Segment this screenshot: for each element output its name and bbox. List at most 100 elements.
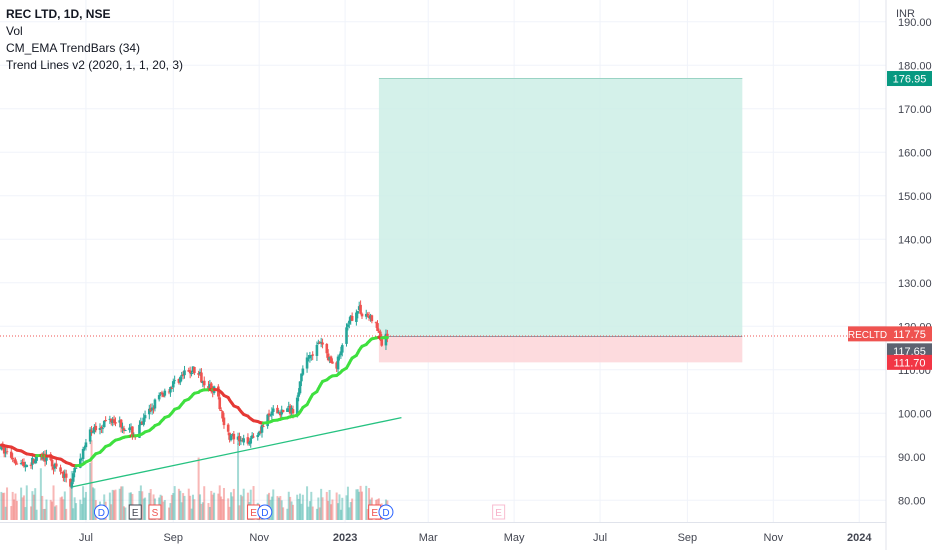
trend-line-segment [70,418,401,488]
volume-bar [144,498,146,520]
price-tick-label: 80.00 [898,495,926,507]
candle-body [94,426,97,430]
candle-body [386,334,389,336]
volume-bar [272,489,274,520]
candle-body [233,434,236,439]
candle-body [218,397,221,409]
trend-line [70,418,401,488]
event-marker-label: E [132,508,139,519]
candle-body [359,305,362,314]
candle-body [242,438,245,442]
loss-zone [379,336,742,362]
event-marker-label: E [371,508,378,519]
volume-bar [322,497,324,520]
time-tick-label: Sep [163,532,183,544]
candle-body [124,430,127,431]
chart-title[interactable]: REC LTD, 1D, NSE [6,6,183,23]
price-tick-label: 170.00 [898,104,932,116]
volume-bar [36,510,38,520]
candle-body [302,369,305,375]
time-tick-label: Jul [593,532,607,544]
candle-body [104,420,107,421]
last-price-label: 117.75 [893,329,926,341]
price-tick-label: 160.00 [898,147,932,159]
volume-bar [282,507,284,520]
volume-bar [26,485,28,520]
time-tick-label: 2023 [333,532,357,544]
volume-bar [174,486,176,520]
candle-body [65,474,68,478]
event-marker-label: D [98,508,105,519]
volume-bar [292,505,294,520]
volume-bar [45,500,47,520]
volume-bar [55,505,57,520]
candle-body [223,418,226,426]
time-tick-label: Nov [764,532,784,544]
candle-body [341,345,344,352]
volume-bar [341,498,343,520]
candle-body [203,381,206,385]
candle-body [351,316,354,321]
price-tick-label: 150.00 [898,191,932,203]
volume-bar [331,500,333,520]
candle-body [262,426,265,427]
volume-bar [213,493,215,520]
event-marker-label: D [382,508,389,519]
price-tick-label: 90.00 [898,452,926,464]
volume-bar [351,499,353,520]
volume-bar [115,490,117,520]
volume-bar [233,489,235,520]
volume-bar [65,509,67,520]
time-tick-label: May [504,532,525,544]
volume-bar [243,489,245,520]
candle-body [356,311,359,314]
candle-body [16,464,19,465]
event-marker-label: E [250,508,257,519]
event-marker-label: D [261,508,268,519]
candle-body [55,464,58,467]
volume-bar [223,488,225,520]
time-tick-label: Mar [419,532,438,544]
candle-body [6,451,9,452]
volume-bar [184,496,186,520]
time-tick-label: Nov [249,532,269,544]
candle-body [316,345,319,356]
candle-body [144,415,147,418]
volume-bar [361,492,363,520]
time-tick-label: Sep [678,532,698,544]
candle-body [361,314,364,317]
candle-body [252,437,255,438]
symbol-label: RECLTD [848,330,887,341]
candle-body [25,465,28,467]
price-tick-label: 130.00 [898,278,932,290]
candle-body [272,409,275,412]
time-tick-label: 2024 [847,532,872,544]
candle-body [114,422,117,423]
volume-bar [124,508,126,520]
price-tick-label: 100.00 [898,408,932,420]
volume-bar [85,492,87,520]
candle-body [59,467,62,471]
indicator-ema-trendbars[interactable]: CM_EMA TrendBars (34) [6,40,183,57]
indicator-trend-lines[interactable]: Trend Lines v2 (2020, 1, 1, 20, 3) [6,57,183,74]
price-tick-label: 140.00 [898,234,932,246]
indicator-volume[interactable]: Vol [6,23,183,40]
candle-body [173,380,176,381]
volume-bar [6,487,8,520]
candle-body [103,421,106,427]
candle-body [331,362,334,364]
candle-body [85,442,88,447]
candle-body [282,410,285,412]
volume-bar [312,507,314,520]
candle-body [183,370,186,375]
candle-body [102,428,105,429]
volume-bar [203,486,205,520]
volume-bar [75,503,77,520]
stop-price-label: 111.70 [893,357,925,369]
volume-bar [193,499,195,520]
candle-body [380,339,383,345]
candle-body [193,367,196,373]
